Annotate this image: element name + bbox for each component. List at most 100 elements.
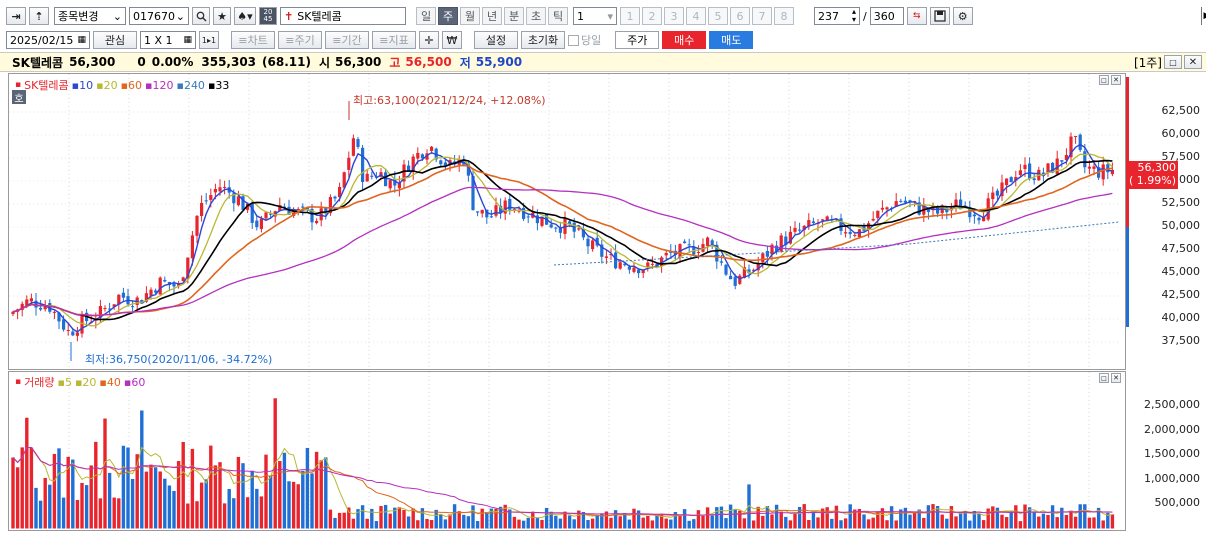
preset-number-3[interactable]: 3 [664, 7, 684, 25]
volume-pane-controls: □ ✕ [1099, 373, 1121, 383]
candle-body [167, 281, 171, 285]
stock-code-input[interactable]: 017670 ⌄ [129, 7, 189, 25]
period-tab-5[interactable]: 초 [526, 7, 546, 25]
volume-pane-close-button[interactable]: ✕ [1111, 373, 1121, 383]
stock-change-dropdown[interactable]: 종목변경 ⌄ [54, 7, 126, 25]
side-badge[interactable]: 20 45 [259, 7, 277, 25]
watch-button[interactable]: 관심 [93, 31, 137, 49]
expand-right-button[interactable]: ▶ [1201, 7, 1206, 25]
grid-small-button[interactable]: 1▸1 [199, 31, 219, 49]
range-menu-button[interactable]: ≡기간 [325, 31, 369, 49]
volume-bar [572, 519, 576, 529]
candle-body [338, 187, 342, 198]
candle-body [1064, 155, 1068, 161]
volume-bar [935, 506, 940, 529]
interval-value: 1 [577, 9, 584, 23]
buy-tab[interactable]: 매수 [662, 31, 707, 49]
sell-tab[interactable]: 매도 [709, 31, 754, 49]
min-annotation: 최저:36,750(2020/11/06, -34.72%) [85, 353, 272, 366]
candle-body [1005, 178, 1009, 186]
price-axis-label: 60,000 [1161, 127, 1201, 140]
favorite-button[interactable]: ★ [213, 7, 231, 25]
won-button[interactable]: ₩ [442, 31, 462, 49]
toolbar-second: 2025/02/15 ▦ 관심 1 X 1 ▦ 1▸1 ≡차트 ≡주기 ≡기간 … [0, 28, 1206, 52]
candle-body [1092, 166, 1096, 169]
price-axis-label: 42,500 [1161, 288, 1201, 301]
price-chart-pane[interactable]: 최고:63,100(2021/12/24, +12.08%) 최저:36,750(… [8, 73, 1126, 370]
period-tab-4[interactable]: 분 [504, 7, 524, 25]
preset-number-8[interactable]: 8 [774, 7, 794, 25]
candle-body [255, 220, 259, 228]
candle-body [618, 262, 622, 269]
side-tag[interactable]: 호 [12, 90, 26, 105]
volume-bar [540, 519, 544, 529]
volume-bar [466, 516, 471, 529]
settings-text-button[interactable]: 설정 [474, 31, 518, 49]
volume-bar [963, 510, 967, 529]
total-field[interactable]: 360 [869, 7, 904, 25]
grid-layout-select[interactable]: 1 X 1 ▦ [140, 31, 196, 49]
interval-select[interactable]: 1 ▾ [573, 7, 617, 25]
candle-body [977, 217, 981, 221]
preset-number-5[interactable]: 5 [708, 7, 728, 25]
period-tab-6[interactable]: 틱 [548, 7, 568, 25]
count-stepper[interactable]: 237 ▴ ▾ [814, 7, 860, 25]
reset-button[interactable]: 초기화 [521, 31, 565, 49]
volume-bar [11, 457, 15, 529]
candle-body [1028, 163, 1032, 179]
period-tab-0[interactable]: 일 [416, 7, 436, 25]
preset-number-6[interactable]: 6 [730, 7, 750, 25]
candle-body [259, 218, 263, 229]
pane-close-button[interactable]: ✕ [1111, 75, 1121, 85]
volume-pane-minimize-button[interactable]: □ [1099, 373, 1109, 383]
settings-button[interactable]: ⚙ [952, 7, 973, 25]
volume-bar [1050, 505, 1055, 529]
volume-chart[interactable] [9, 372, 1125, 530]
chart-menu-button[interactable]: ≡차트 [231, 31, 275, 49]
volume-bar [287, 481, 291, 529]
volume-bar [94, 441, 98, 529]
save-button[interactable] [929, 7, 950, 25]
date-picker[interactable]: 2025/02/15 ▦ [6, 31, 90, 49]
candle-body [246, 203, 250, 210]
link-mode-button[interactable]: ⇥ [6, 7, 26, 25]
candle-body [39, 307, 43, 310]
candle-body [761, 253, 765, 263]
candle-body [420, 154, 424, 159]
volume-chart-pane[interactable]: ▪ 거래량 ▪5 ▪20 ▪40 ▪60 □ ✕ [8, 371, 1126, 531]
volume-bar [931, 504, 935, 529]
restore-button[interactable]: □ [1164, 55, 1182, 69]
price-axis[interactable]: 62,500 60,000 57,500 55,000 52,500 50,000 47,5… [1126, 73, 1206, 370]
sameday-checkbox[interactable]: 당일 [568, 32, 601, 48]
period-tab-1[interactable]: 주 [438, 7, 458, 25]
candle-body [982, 217, 986, 222]
volume-axis[interactable]: 2,500,000 2,000,000 1,500,000 1,000,000 500,… [1126, 371, 1206, 531]
period-tab-2[interactable]: 월 [460, 7, 480, 25]
crosshair-button[interactable]: ✛ [419, 31, 439, 49]
volume-bar [301, 470, 305, 529]
alert-button[interactable]: ♠▾ [234, 7, 256, 25]
close-button[interactable]: ✕ [1184, 55, 1202, 69]
stock-name-field[interactable]: ✝ SK텔레콤 [280, 7, 406, 25]
candle-body [669, 251, 673, 253]
indicator-menu-button[interactable]: ≡지표 [372, 31, 416, 49]
grid-view-button[interactable]: ⇆ [906, 7, 927, 25]
preset-number-1[interactable]: 1 [620, 7, 640, 25]
range-bar-down [1126, 227, 1129, 327]
volume-bar [1014, 505, 1018, 529]
candle-body [499, 205, 503, 214]
volume-bar [765, 506, 770, 529]
period-tab-3[interactable]: 년 [482, 7, 502, 25]
price-tab[interactable]: 주가 [615, 31, 660, 49]
candle-body [1060, 160, 1064, 162]
candle-body [683, 241, 687, 244]
search-button[interactable] [192, 7, 210, 25]
volume-bar [121, 445, 126, 529]
period-menu-button[interactable]: ≡주기 [278, 31, 322, 49]
pane-minimize-button[interactable]: □ [1099, 75, 1109, 85]
price-chart[interactable]: 최고:63,100(2021/12/24, +12.08%) 최저:36,750(… [9, 74, 1125, 369]
pin-button[interactable]: ⇡ [29, 7, 49, 25]
preset-number-7[interactable]: 7 [752, 7, 772, 25]
preset-number-2[interactable]: 2 [642, 7, 662, 25]
preset-number-4[interactable]: 4 [686, 7, 706, 25]
